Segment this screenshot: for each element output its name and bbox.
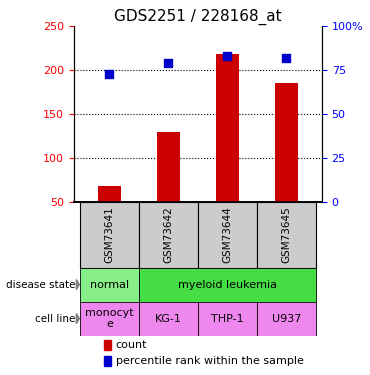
Bar <box>104 356 111 366</box>
Point <box>225 53 231 59</box>
Bar <box>216 54 239 246</box>
Text: cell line: cell line <box>35 314 75 324</box>
Point <box>165 60 171 66</box>
Text: THP-1: THP-1 <box>211 314 244 324</box>
Bar <box>139 202 198 268</box>
Text: count: count <box>116 340 147 350</box>
Text: U937: U937 <box>272 314 301 324</box>
Text: GSM73644: GSM73644 <box>222 206 232 263</box>
Text: myeloid leukemia: myeloid leukemia <box>178 280 277 290</box>
Bar <box>257 302 316 336</box>
Polygon shape <box>76 314 79 324</box>
Text: GSM73641: GSM73641 <box>104 206 114 263</box>
Text: GSM73642: GSM73642 <box>164 206 174 263</box>
Bar <box>80 302 139 336</box>
Bar <box>198 302 257 336</box>
Bar <box>139 268 316 302</box>
Bar <box>98 186 121 246</box>
Point <box>283 55 289 61</box>
Bar <box>198 202 257 268</box>
Polygon shape <box>76 279 79 290</box>
Text: disease state: disease state <box>6 280 75 290</box>
Bar <box>139 302 198 336</box>
Point <box>107 70 112 76</box>
Text: GSM73645: GSM73645 <box>282 206 292 263</box>
Bar <box>104 340 111 350</box>
Bar <box>157 132 180 246</box>
Text: KG-1: KG-1 <box>155 314 182 324</box>
Bar <box>80 202 139 268</box>
Text: percentile rank within the sample: percentile rank within the sample <box>116 356 303 366</box>
Text: monocyt
e: monocyt e <box>85 308 134 329</box>
Bar <box>275 83 298 246</box>
Title: GDS2251 / 228168_at: GDS2251 / 228168_at <box>114 9 282 25</box>
Text: normal: normal <box>90 280 129 290</box>
Bar <box>80 268 139 302</box>
Bar <box>257 202 316 268</box>
